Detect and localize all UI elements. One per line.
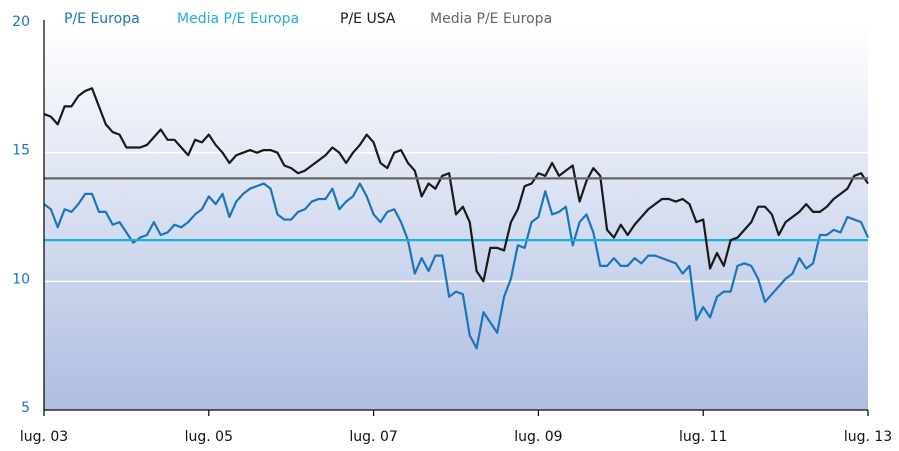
x-tick-label: lug. 03 <box>20 429 68 445</box>
x-tick-label: lug. 11 <box>679 429 727 445</box>
series-line <box>43 182 870 350</box>
plot-background <box>44 24 868 410</box>
legend-label: P/E Europa <box>64 11 140 27</box>
y-tick-label: 15 <box>12 143 30 159</box>
x-tick-label: lug. 07 <box>349 429 397 445</box>
y-tick-label: 10 <box>12 271 30 287</box>
legend-label: Media P/E Europa <box>430 11 552 27</box>
x-tick-label: lug. 13 <box>844 429 892 445</box>
x-tick-label: lug. 09 <box>514 429 562 445</box>
legend-label: Media P/E Europa <box>177 11 299 27</box>
y-tick-label: 20 <box>12 14 30 30</box>
legend-label: P/E USA <box>340 11 396 27</box>
y-tick-label: 5 <box>21 400 30 416</box>
x-tick-label: lug. 05 <box>185 429 233 445</box>
series-line <box>43 87 869 283</box>
